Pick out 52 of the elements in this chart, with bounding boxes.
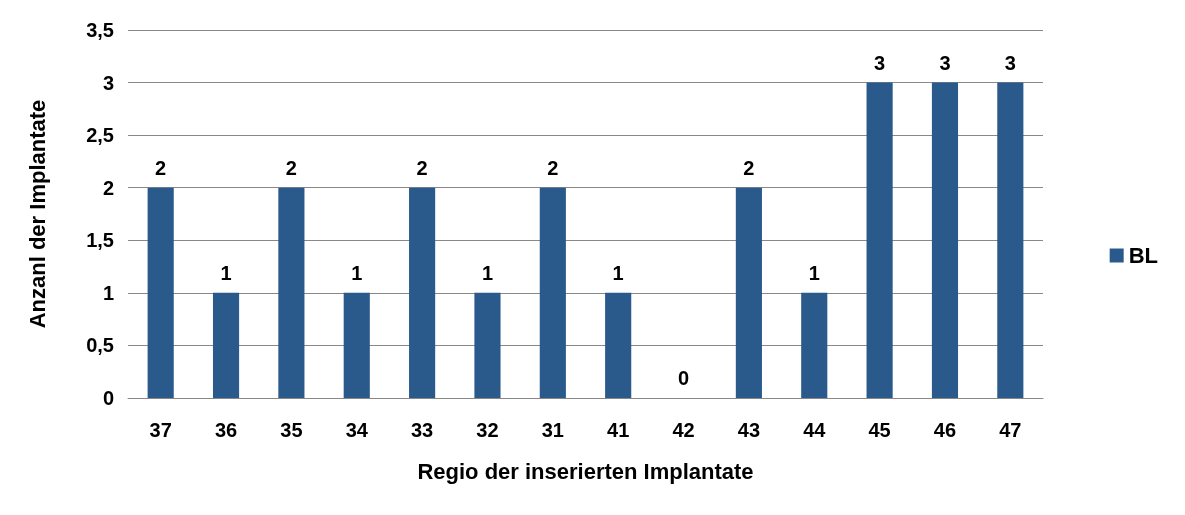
data-label: 2 [285, 156, 297, 179]
x-tick-label: 37 [149, 419, 172, 441]
x-tick-label: 34 [345, 419, 369, 441]
bar [343, 292, 370, 398]
bar [278, 187, 305, 398]
bar [931, 82, 959, 398]
x-tick-label: 41 [607, 419, 630, 441]
bar [866, 82, 893, 398]
data-label: 1 [481, 261, 494, 284]
x-tick-label: 43 [737, 419, 761, 441]
data-label: 2 [155, 156, 167, 179]
x-tick-label: 33 [410, 419, 434, 441]
y-axis-title: Anzanl der Implantate [24, 99, 50, 329]
data-label: 3 [874, 51, 886, 74]
x-tick-label: 46 [933, 419, 957, 441]
data-label: 3 [1004, 51, 1016, 74]
data-label: 0 [677, 367, 690, 389]
x-tick-label: 32 [476, 419, 499, 441]
x-tick-label: 47 [999, 419, 1022, 441]
legend-label: BL [1128, 243, 1158, 268]
bar [212, 292, 240, 398]
bar [997, 82, 1024, 398]
data-label: 1 [351, 261, 363, 284]
y-tick-label: 2,5 [86, 124, 114, 147]
bar [539, 187, 566, 398]
x-tick-label: 44 [803, 419, 827, 441]
y-tick-label: 3 [102, 71, 114, 94]
x-tick-label: 35 [280, 419, 303, 441]
bar [409, 187, 436, 398]
bar [147, 187, 174, 398]
x-axis-title: Regio der inserierten Implantate [417, 458, 754, 484]
y-tick-label: 3,5 [86, 19, 114, 41]
y-tick-label: 0,5 [86, 334, 114, 357]
x-tick-label: 31 [541, 419, 564, 441]
bar [474, 292, 501, 398]
data-label: 2 [547, 156, 559, 179]
data-label: 1 [612, 261, 624, 284]
y-tick-label: 2 [102, 176, 114, 199]
x-tick-label: 42 [672, 419, 695, 441]
bar [605, 292, 632, 398]
data-label: 2 [743, 156, 755, 179]
data-label: 3 [939, 51, 951, 74]
x-tick-label: 45 [868, 419, 891, 441]
bar [801, 292, 828, 398]
y-tick-label: 0 [102, 387, 114, 409]
data-label: 2 [416, 156, 428, 179]
x-tick-label: 36 [214, 419, 238, 441]
y-tick-label: 1 [102, 281, 114, 304]
data-label: 1 [808, 261, 820, 284]
data-label: 1 [220, 261, 232, 284]
y-tick-label: 1,5 [86, 229, 114, 252]
bar [735, 187, 762, 398]
